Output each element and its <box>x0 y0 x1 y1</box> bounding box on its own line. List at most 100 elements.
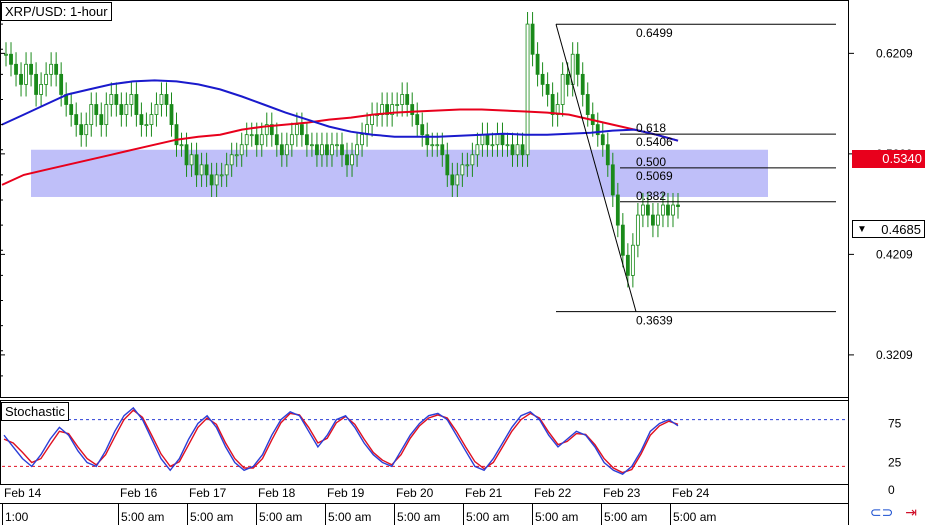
candle-body <box>355 144 359 156</box>
candle-body <box>646 204 650 216</box>
candle-body <box>269 124 274 136</box>
chart-title: XRP/USD: 1-hour <box>1 2 112 21</box>
candle-body <box>229 154 234 166</box>
fib-level-ratio: 0.382 <box>636 189 666 203</box>
stoch-tick-label: 25 <box>888 456 902 470</box>
candle-body <box>390 104 395 115</box>
fib-label-high: 0.6499 <box>636 26 673 40</box>
candle-body <box>134 94 139 115</box>
x-time-label: 5:00 am <box>466 510 509 524</box>
candle-body <box>209 174 214 186</box>
candle-body <box>651 214 655 226</box>
candle-body <box>315 144 319 156</box>
candle-body <box>239 144 244 156</box>
candle-body <box>59 73 64 95</box>
x-time-label: 5:00 am <box>673 510 716 524</box>
x-date-label: Feb 21 <box>465 486 503 500</box>
candle-body <box>540 73 545 85</box>
candle-body <box>159 94 164 105</box>
candle-body <box>294 124 299 136</box>
candle-body <box>179 144 184 147</box>
stoch-tick-label: 0 <box>888 483 895 497</box>
candle-body <box>545 84 550 95</box>
candle-body <box>330 144 334 156</box>
candle-body <box>279 144 284 156</box>
candle-body <box>671 204 675 216</box>
candle-body <box>525 23 530 156</box>
candle-body <box>299 124 304 136</box>
x-date-label: Feb 17 <box>189 486 227 500</box>
candle-body <box>184 144 189 166</box>
candle-body <box>129 94 134 105</box>
candle-body <box>345 154 349 166</box>
candle-body <box>109 94 114 105</box>
x-time-label: 5:00 am <box>328 510 371 524</box>
candle-body <box>656 214 660 226</box>
time-axis: Feb 14 Feb 16 Feb 17 Feb 18 Feb 19 Feb 20 Feb … <box>2 486 716 525</box>
candle-body <box>550 94 555 115</box>
candle-body <box>635 214 640 246</box>
candle-body <box>204 164 209 176</box>
candle-body <box>460 164 465 176</box>
candle-body <box>465 164 470 167</box>
candle-body <box>259 134 264 146</box>
candle-body <box>264 124 269 136</box>
candle-series <box>4 12 680 288</box>
candle-body <box>520 144 525 156</box>
candle-body <box>405 94 410 105</box>
candle-body <box>505 144 510 147</box>
candle-body <box>144 124 149 127</box>
link-icon[interactable]: ⊂⊃ <box>869 504 894 520</box>
candle-body <box>49 63 54 75</box>
stoch-tick-label: 75 <box>888 417 902 431</box>
candle-body <box>400 94 405 105</box>
main-panel-frame <box>0 0 849 398</box>
candle-body <box>74 114 79 126</box>
candle-body <box>515 144 520 156</box>
last-price-value: 0.4685 <box>881 222 921 237</box>
y-tick-label: 0.4209 <box>876 247 913 261</box>
fib-level-ratio: 0.618 <box>636 121 666 135</box>
x-time-label: 5:00 am <box>535 510 578 524</box>
candle-body <box>94 104 99 115</box>
stoch-main-line <box>3 406 679 476</box>
ma-red-line <box>1 108 679 186</box>
candle-body <box>89 104 94 126</box>
candle-body <box>325 144 329 156</box>
fib-level-ratio: 0.500 <box>636 155 666 169</box>
candle-body <box>234 154 239 157</box>
x-time-label: 5:00 am <box>604 510 647 524</box>
candle-body <box>425 134 430 146</box>
candle-body <box>415 114 420 126</box>
candle-body <box>575 53 580 75</box>
fib-level-price: 0.5069 <box>636 169 673 183</box>
candle-body <box>244 134 249 146</box>
candle-body <box>34 73 38 95</box>
candle-body <box>475 144 480 156</box>
candle-body <box>480 134 485 146</box>
candle-body <box>335 144 339 147</box>
candle-body <box>284 144 289 156</box>
candle-body <box>470 154 475 166</box>
candle-body <box>14 63 18 75</box>
y-tick-label: 0.3209 <box>876 348 913 362</box>
candle-body <box>9 53 13 65</box>
candle-body <box>174 124 179 146</box>
arrow-icon[interactable]: ⇥ <box>905 504 917 520</box>
candle-body <box>139 114 144 126</box>
candle-body <box>310 144 314 147</box>
candle-body <box>304 134 309 146</box>
candle-body <box>189 154 194 166</box>
x-time-label: 5:00 am <box>190 510 233 524</box>
support-zone <box>31 149 768 197</box>
candle-body <box>420 124 425 136</box>
candle-body <box>24 63 28 85</box>
fib-level-price: 0.5406 <box>636 135 673 149</box>
candle-body <box>445 154 450 176</box>
candle-body <box>199 164 204 176</box>
candle-body <box>661 204 665 216</box>
candle-body <box>495 134 500 146</box>
candle-body <box>430 144 435 147</box>
